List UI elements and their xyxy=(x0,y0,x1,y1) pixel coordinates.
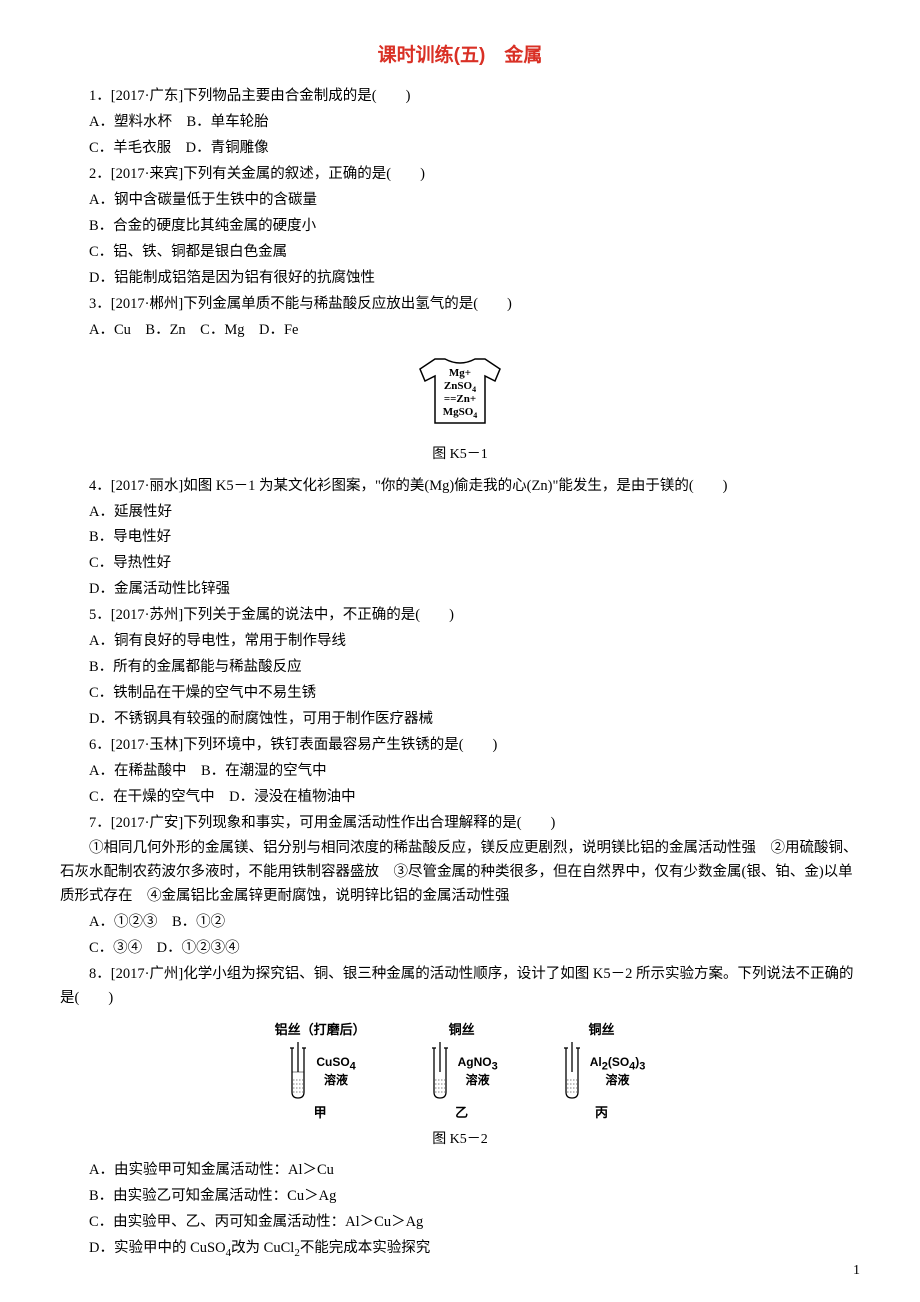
q7-stem: 7．[2017·广安]下列现象和事实，可用金属活动性作出合理解释的是( ) xyxy=(60,812,860,836)
q2-option-a: A．钢中含碳量低于生铁中的含碳量 xyxy=(60,189,860,213)
q7-options-cd: C．③④ D．①②③④ xyxy=(60,937,860,961)
tube2-side: AgNO3溶液 xyxy=(458,1055,498,1088)
tube-yi: 铜丝 AgNO3溶液 乙 xyxy=(426,1019,498,1124)
tube1-top: 铝丝（打磨后） xyxy=(275,1019,366,1040)
svg-text:MgSO4: MgSO4 xyxy=(443,406,478,420)
figure1-caption: 图 K5－1 xyxy=(60,443,860,466)
q5-option-d: D．不锈钢具有较强的耐腐蚀性，可用于制作医疗器械 xyxy=(60,708,860,732)
figure2-caption: 图 K5－2 xyxy=(60,1128,860,1151)
figure-k5-1: Mg+ ZnSO4 ==Zn+ MgSO4 图 K5－1 xyxy=(60,351,860,467)
q4-option-b: B．导电性好 xyxy=(60,526,860,550)
svg-text:Mg+: Mg+ xyxy=(449,367,471,379)
q8-option-b: B．由实验乙可知金属活动性：Cu＞Ag xyxy=(60,1185,860,1209)
tube2-bottom: 乙 xyxy=(455,1102,468,1123)
svg-text:ZnSO4: ZnSO4 xyxy=(444,380,476,394)
q6-options-cd: C．在干燥的空气中 D．浸没在植物油中 xyxy=(60,786,860,810)
tube2-top: 铜丝 xyxy=(449,1019,475,1040)
figure-k5-2: 铝丝（打磨后） CuSO4溶液 甲 铜丝 xyxy=(60,1019,860,1151)
q6-options-ab: A．在稀盐酸中 B．在潮湿的空气中 xyxy=(60,760,860,784)
test-tube-icon xyxy=(284,1042,312,1100)
svg-text:==Zn+: ==Zn+ xyxy=(444,393,476,405)
q4-option-a: A．延展性好 xyxy=(60,501,860,525)
q4-stem: 4．[2017·丽水]如图 K5－1 为某文化衫图案，"你的美(Mg)偷走我的心… xyxy=(60,475,860,499)
q5-stem: 5．[2017·苏州]下列关于金属的说法中，不正确的是( ) xyxy=(60,604,860,628)
q1-options-cd: C．羊毛衣服 D．青铜雕像 xyxy=(60,137,860,161)
q4-option-d: D．金属活动性比锌强 xyxy=(60,578,860,602)
q6-stem: 6．[2017·玉林]下列环境中，铁钉表面最容易产生铁锈的是( ) xyxy=(60,734,860,758)
tube3-side: Al2(SO4)3溶液 xyxy=(590,1055,646,1088)
page-number: 1 xyxy=(853,1259,860,1282)
page-title: 课时训练(五) 金属 xyxy=(60,40,860,71)
q5-option-b: B．所有的金属都能与稀盐酸反应 xyxy=(60,656,860,680)
q8-option-c: C．由实验甲、乙、丙可知金属活动性：Al＞Cu＞Ag xyxy=(60,1211,860,1235)
test-tube-icon xyxy=(558,1042,586,1100)
q8-option-a: A．由实验甲可知金属活动性：Al＞Cu xyxy=(60,1159,860,1183)
q1-options-ab: A．塑料水杯 B．单车轮胎 xyxy=(60,111,860,135)
q5-option-a: A．铜有良好的导电性，常用于制作导线 xyxy=(60,630,860,654)
tshirt-icon: Mg+ ZnSO4 ==Zn+ MgSO4 xyxy=(410,351,510,431)
tube3-top: 铜丝 xyxy=(589,1019,615,1040)
q7-body: ①相同几何外形的金属镁、铝分别与相同浓度的稀盐酸反应，镁反应更剧烈，说明镁比铝的… xyxy=(60,837,860,909)
q2-option-c: C．铝、铁、铜都是银白色金属 xyxy=(60,241,860,265)
q5-option-c: C．铁制品在干燥的空气中不易生锈 xyxy=(60,682,860,706)
tube1-side: CuSO4溶液 xyxy=(316,1055,355,1088)
tube-jia: 铝丝（打磨后） CuSO4溶液 甲 xyxy=(275,1019,366,1124)
q7-options-ab: A．①②③ B．①② xyxy=(60,911,860,935)
q1-stem: 1．[2017·广东]下列物品主要由合金制成的是( ) xyxy=(60,85,860,109)
q3-options: A．Cu B．Zn C．Mg D．Fe xyxy=(60,319,860,343)
q4-option-c: C．导热性好 xyxy=(60,552,860,576)
q3-stem: 3．[2017·郴州]下列金属单质不能与稀盐酸反应放出氢气的是( ) xyxy=(60,293,860,317)
q2-option-d: D．铝能制成铝箔是因为铝有很好的抗腐蚀性 xyxy=(60,267,860,291)
tube1-bottom: 甲 xyxy=(314,1102,327,1123)
tube-bing: 铜丝 Al2(SO4)3溶液 丙 xyxy=(558,1019,646,1124)
q2-stem: 2．[2017·来宾]下列有关金属的叙述，正确的是( ) xyxy=(60,163,860,187)
q8-option-d: D．实验甲中的 CuSO4改为 CuCl2不能完成本实验探究 xyxy=(60,1237,860,1262)
tube3-bottom: 丙 xyxy=(595,1102,608,1123)
q2-option-b: B．合金的硬度比其纯金属的硬度小 xyxy=(60,215,860,239)
q8-stem: 8．[2017·广州]化学小组为探究铝、铜、银三种金属的活动性顺序，设计了如图 … xyxy=(60,963,860,1011)
test-tube-icon xyxy=(426,1042,454,1100)
